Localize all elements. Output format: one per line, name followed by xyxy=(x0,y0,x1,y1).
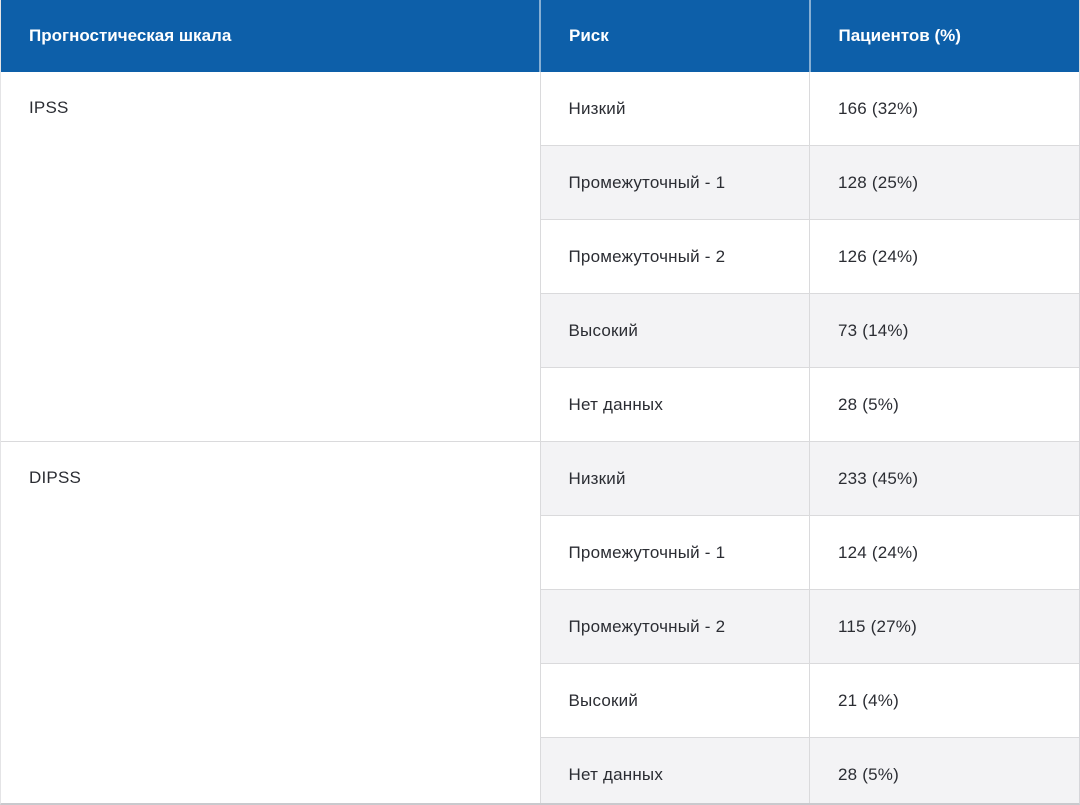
table-row: DIPSS Низкий 233 (45%) xyxy=(1,441,1079,803)
table-row: Нет данных 28 (5%) xyxy=(1,737,1079,803)
table-row: Промежуточный - 1 124 (24%) xyxy=(1,515,1079,590)
table-row: Нет данных 28 (5%) xyxy=(1,367,1079,442)
risk-cell: Промежуточный - 2 xyxy=(539,219,810,294)
patients-cell: 28 (5%) xyxy=(809,367,1079,442)
table-row: Промежуточный - 2 126 (24%) xyxy=(1,219,1079,294)
risk-cell: Высокий xyxy=(539,663,810,738)
risk-cell: Промежуточный - 1 xyxy=(539,515,810,590)
header-row: Прогностическая шкала Риск Пациентов (%) xyxy=(1,0,1079,72)
table-row: IPSS Низкий 166 (32%) xyxy=(1,72,1079,442)
patients-cell: 233 (45%) xyxy=(809,441,1079,516)
header-risk: Риск xyxy=(539,0,810,72)
table-row: Промежуточный - 1 128 (25%) xyxy=(1,145,1079,220)
patients-cell: 28 (5%) xyxy=(809,737,1079,803)
table-body: IPSS Низкий 166 (32%) Промежуточный - 1 … xyxy=(1,72,1079,803)
risk-cell: Нет данных xyxy=(539,737,810,803)
table-row: Высокий 73 (14%) xyxy=(1,293,1079,368)
risk-cell: Промежуточный - 1 xyxy=(539,145,810,220)
table-row: Высокий 21 (4%) xyxy=(1,663,1079,738)
patients-cell: 166 (32%) xyxy=(809,72,1079,146)
header-scale: Прогностическая шкала xyxy=(1,0,540,72)
patients-cell: 115 (27%) xyxy=(809,589,1079,664)
risk-cell: Низкий xyxy=(539,441,810,516)
risk-cell: Низкий xyxy=(539,72,810,146)
scale-cell-ipss: IPSS xyxy=(1,72,540,442)
patients-cell: 124 (24%) xyxy=(809,515,1079,590)
risk-cell: Промежуточный - 2 xyxy=(539,589,810,664)
patients-cell: 73 (14%) xyxy=(809,293,1079,368)
patients-cell: 128 (25%) xyxy=(809,145,1079,220)
table-row: Промежуточный - 2 115 (27%) xyxy=(1,589,1079,664)
header-patients: Пациентов (%) xyxy=(808,0,1079,72)
risk-cell: Нет данных xyxy=(539,367,810,442)
patients-cell: 126 (24%) xyxy=(809,219,1079,294)
table-header: Прогностическая шкала Риск Пациентов (%) xyxy=(1,0,1079,72)
scale-cell-dipss: DIPSS xyxy=(1,441,540,803)
patients-cell: 21 (4%) xyxy=(809,663,1079,738)
risk-cell: Высокий xyxy=(539,293,810,368)
